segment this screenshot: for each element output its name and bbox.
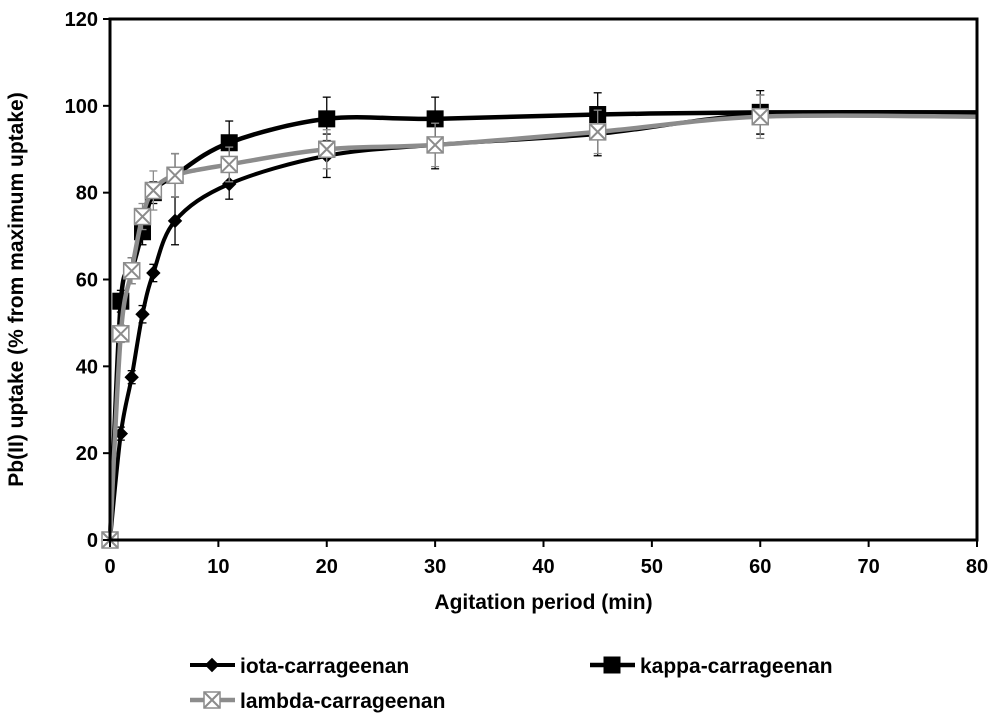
- y-axis-title: Pb(II) uptake (% from maximum uptake): [5, 92, 28, 486]
- legend-label: kappa-carrageenan: [640, 655, 833, 678]
- y-tick-label: 100: [65, 96, 98, 118]
- data-point-lambda-carrageenan: [588, 123, 607, 141]
- legend: iota-carrageenan kappa-carrageenan lambda-…: [190, 655, 833, 713]
- plot-area-frame: [108, 17, 979, 542]
- y-tick-label: 60: [76, 270, 98, 292]
- x-tick-label: 30: [424, 556, 446, 578]
- x-tick-label: 20: [316, 556, 338, 578]
- series-lambda-carrageenan: [101, 94, 978, 549]
- x-axis-ticks: 0 10 20 30 40 50 60 70 80: [104, 540, 988, 578]
- data-point-lambda-carrageenan: [220, 155, 238, 174]
- y-tick-label: 0: [87, 530, 98, 552]
- data-point-iota-carrageenan: [167, 213, 183, 229]
- x-tick-label: 50: [641, 556, 663, 578]
- legend-label: iota-carrageenan: [240, 655, 409, 678]
- series-line-kappa-carrageenan: [107, 109, 978, 541]
- data-point-lambda-carrageenan: [122, 262, 141, 280]
- x-tick-label: 0: [104, 556, 115, 578]
- series-line-iota-carrageenan: [108, 111, 978, 541]
- legend-item-lambda-carrageenan: lambda-carrageenan: [190, 690, 445, 713]
- legend-item-kappa-carrageenan: kappa-carrageenan: [590, 655, 833, 678]
- y-tick-label: 80: [76, 183, 98, 205]
- legend-label: lambda-carrageenan: [240, 690, 445, 713]
- data-point-kappa-carrageenan: [220, 134, 238, 152]
- legend-marker: [203, 691, 221, 709]
- series-layer: [101, 89, 978, 549]
- x-tick-label: 60: [749, 556, 771, 578]
- data-point-iota-carrageenan: [124, 369, 139, 385]
- data-point-kappa-carrageenan: [426, 110, 444, 128]
- y-axis-ticks: 0 20 40 60 80 100 120: [65, 9, 110, 552]
- x-tick-label: 10: [207, 556, 229, 578]
- data-point-lambda-carrageenan: [426, 136, 444, 154]
- x-axis-title: Agitation period (min): [434, 591, 652, 614]
- data-point-lambda-carrageenan: [751, 107, 769, 126]
- legend-marker: [603, 656, 621, 674]
- x-tick-label: 40: [532, 556, 554, 578]
- data-point-lambda-carrageenan: [318, 140, 336, 158]
- y-tick-label: 20: [76, 443, 98, 465]
- x-tick-label: 80: [966, 556, 988, 578]
- data-point-iota-carrageenan: [146, 265, 161, 281]
- x-tick-label: 70: [858, 556, 880, 578]
- data-point-lambda-carrageenan: [144, 181, 163, 200]
- data-point-kappa-carrageenan: [318, 110, 336, 128]
- y-tick-label: 40: [76, 356, 98, 378]
- data-point-iota-carrageenan: [222, 176, 237, 192]
- y-tick-label: 120: [65, 9, 98, 31]
- data-point-lambda-carrageenan: [133, 207, 152, 226]
- legend-item-iota-carrageenan: iota-carrageenan: [190, 655, 409, 678]
- legend-marker: [204, 657, 220, 673]
- data-point-lambda-carrageenan: [166, 166, 184, 185]
- data-point-lambda-carrageenan: [112, 325, 130, 343]
- data-point-iota-carrageenan: [135, 307, 150, 322]
